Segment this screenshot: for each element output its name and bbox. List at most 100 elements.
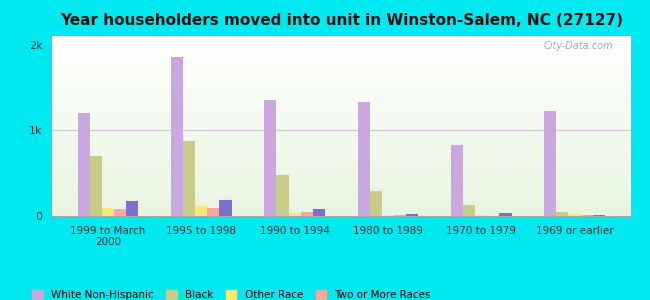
Bar (358, 102, 370, 216)
Bar (207, 208, 220, 216)
Bar (289, 213, 301, 216)
Bar (52, 205, 630, 207)
Bar (265, 100, 276, 216)
Bar (195, 206, 207, 216)
Bar (276, 175, 289, 216)
Bar (52, 74, 630, 76)
Bar (52, 47, 630, 49)
Bar (52, 58, 630, 59)
Bar (52, 198, 630, 200)
Bar (52, 126, 630, 128)
Bar (52, 59, 630, 61)
Bar (52, 189, 630, 191)
Bar (52, 79, 630, 81)
Bar (52, 212, 630, 214)
Bar (475, 215, 488, 216)
Bar (52, 169, 630, 171)
Text: City-Data.com: City-Data.com (543, 41, 613, 51)
Bar (52, 38, 630, 40)
Bar (52, 124, 630, 126)
Bar (52, 182, 630, 184)
Bar (52, 153, 630, 155)
Bar (52, 106, 630, 108)
Bar (52, 130, 630, 131)
Bar (52, 85, 630, 86)
Bar (52, 131, 630, 133)
Bar (313, 209, 325, 216)
Bar (52, 146, 630, 148)
Bar (52, 81, 630, 83)
Bar (593, 215, 605, 216)
Bar (52, 119, 630, 121)
Bar (52, 187, 630, 189)
Bar (52, 65, 630, 67)
Bar (52, 43, 630, 45)
Bar (52, 113, 630, 115)
Bar (382, 215, 394, 216)
Bar (370, 191, 382, 216)
Bar (52, 166, 630, 167)
Bar (90, 156, 102, 216)
Bar (183, 141, 195, 216)
Bar (52, 207, 630, 209)
Bar (52, 52, 630, 54)
Bar (52, 54, 630, 56)
Bar (52, 167, 630, 169)
Bar (52, 196, 630, 198)
Bar (52, 63, 630, 65)
Bar (52, 117, 630, 119)
Bar (52, 40, 630, 41)
Bar (52, 149, 630, 151)
Bar (52, 104, 630, 106)
Bar (52, 88, 630, 90)
Bar (52, 162, 630, 164)
Bar (52, 50, 630, 52)
Bar (52, 68, 630, 70)
Bar (556, 212, 569, 216)
Bar (52, 77, 630, 79)
Bar (52, 144, 630, 146)
Bar (114, 209, 126, 216)
Bar (77, 113, 90, 216)
Bar (394, 215, 406, 216)
Bar (463, 205, 475, 216)
Bar (52, 72, 630, 74)
Bar (544, 111, 556, 216)
Bar (52, 211, 630, 212)
Bar (52, 148, 630, 149)
Bar (499, 213, 512, 216)
Bar (52, 108, 630, 110)
Bar (52, 110, 630, 112)
Bar (52, 180, 630, 182)
Bar (52, 164, 630, 166)
Bar (569, 214, 580, 216)
Bar (52, 49, 630, 50)
Bar (52, 155, 630, 157)
Bar (52, 36, 630, 38)
Bar (126, 201, 138, 216)
Bar (52, 90, 630, 92)
Bar (52, 194, 630, 196)
Bar (52, 61, 630, 63)
Bar (52, 176, 630, 178)
Bar (52, 128, 630, 130)
Bar (52, 101, 630, 103)
Bar (52, 70, 630, 72)
Bar (52, 97, 630, 99)
Bar (52, 121, 630, 122)
Bar (52, 67, 630, 68)
Bar (52, 142, 630, 144)
Bar (52, 202, 630, 203)
Bar (52, 191, 630, 193)
Bar (171, 57, 183, 216)
Bar (52, 122, 630, 124)
Bar (52, 175, 630, 176)
Bar (52, 76, 630, 77)
Bar (102, 208, 114, 216)
Bar (52, 137, 630, 139)
Bar (52, 185, 630, 187)
Bar (52, 157, 630, 158)
Title: Year householders moved into unit in Winston-Salem, NC (27127): Year householders moved into unit in Win… (60, 13, 623, 28)
Bar (52, 209, 630, 211)
Bar (52, 86, 630, 88)
